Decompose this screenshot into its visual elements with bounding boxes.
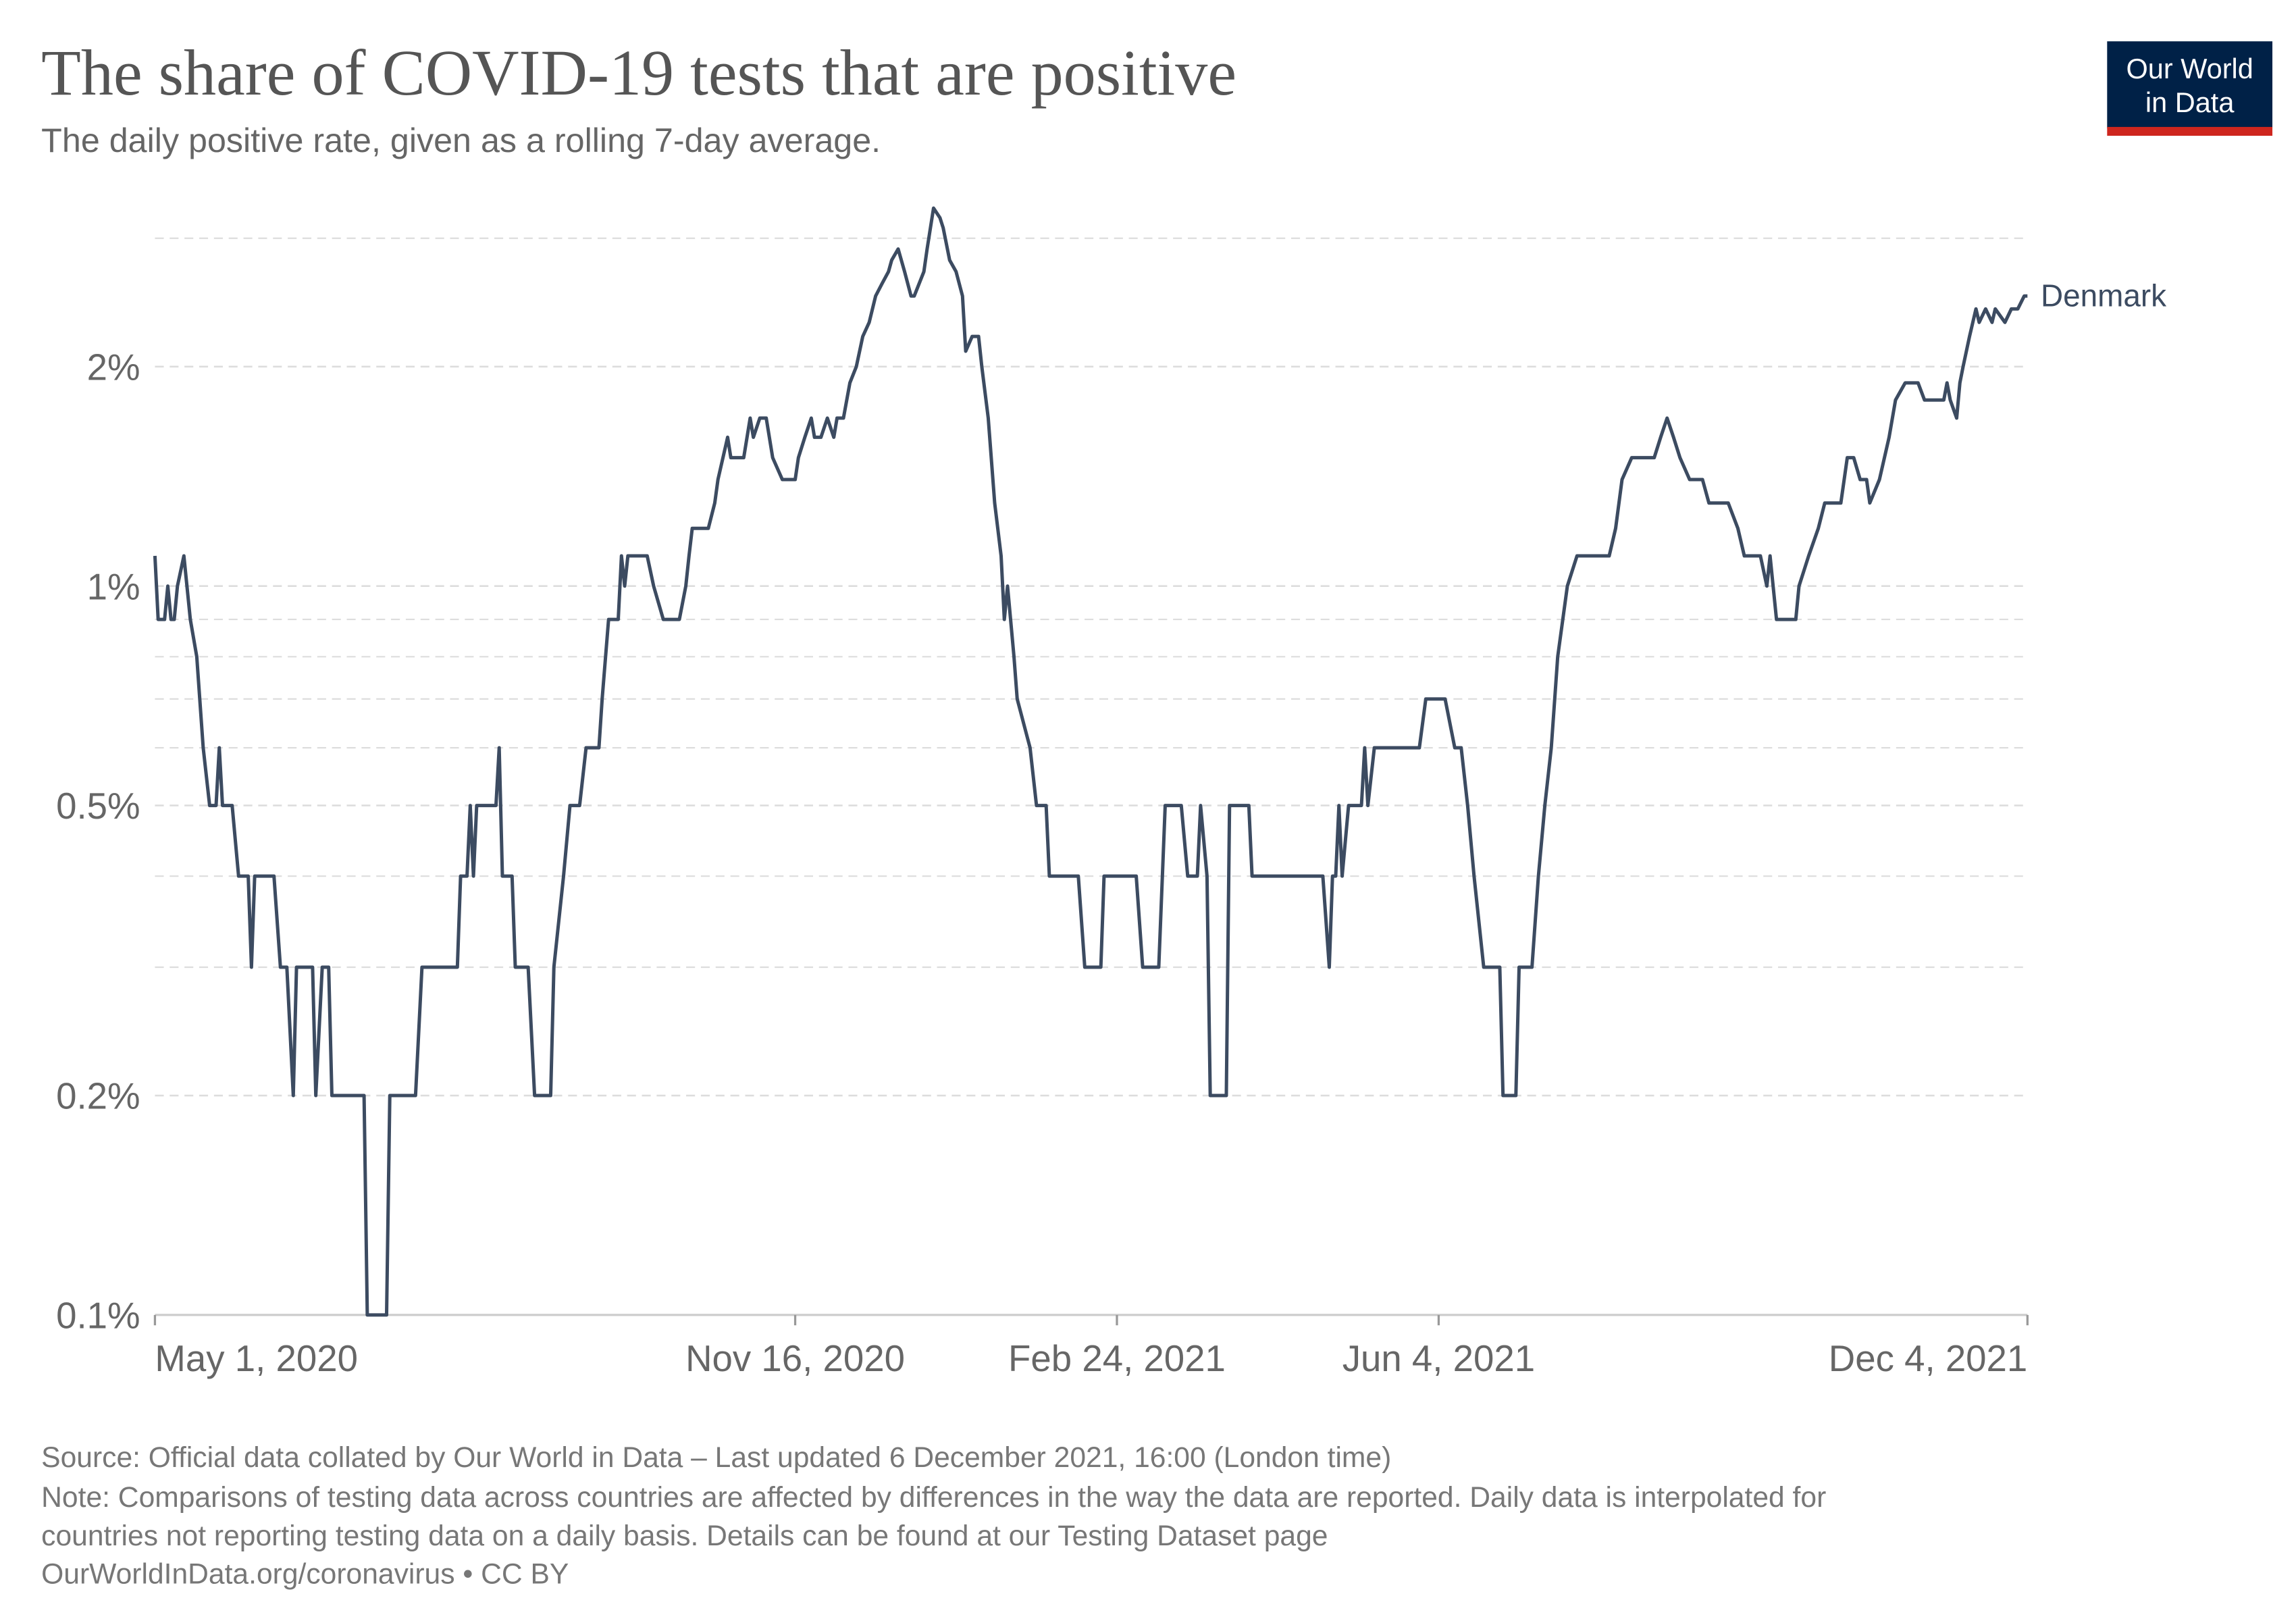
logo-text: Our World [2127, 53, 2253, 84]
y-tick-label: 2% [87, 346, 140, 388]
x-tick-label: Jun 4, 2021 [1342, 1338, 1535, 1379]
y-tick-label: 0.5% [56, 786, 140, 827]
plot-area: 0.1% 0.2% 0.5% 1% 2% May 1, 2020 Nov 16, 2020 F… [56, 206, 2166, 1379]
note: Note: Comparisons of testing data across… [41, 1481, 1826, 1514]
x-tick-label: Feb 24, 2021 [1008, 1338, 1226, 1379]
logo-box [2107, 41, 2273, 129]
x-tick-label: Nov 16, 2020 [685, 1338, 905, 1379]
x-tick-label: May 1, 2020 [155, 1338, 358, 1379]
logo-text: in Data [2145, 86, 2235, 118]
chart-title: The share of COVID-19 tests that are pos… [41, 36, 1236, 109]
y-tick-label: 0.1% [56, 1295, 140, 1337]
note: countries not reporting testing data on … [41, 1520, 1328, 1552]
x-tick-label: Dec 4, 2021 [1829, 1338, 2028, 1379]
chart-subtitle: The daily positive rate, given as a roll… [41, 122, 881, 159]
source: Source: Official data collated by Our Wo… [41, 1441, 1391, 1474]
series-label: Denmark [2041, 278, 2166, 313]
credit: OurWorldInData.org/coronavirus • CC BY [41, 1558, 569, 1591]
y-tick-label: 1% [87, 566, 140, 607]
y-tick-label: 0.2% [56, 1076, 140, 1117]
data-line [153, 206, 2028, 1317]
logo-bar [2107, 126, 2273, 136]
